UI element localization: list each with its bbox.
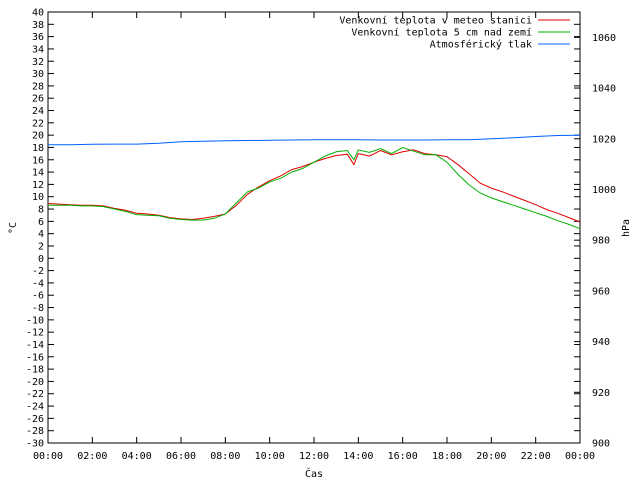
y-tick-label: -26 [26,414,44,425]
x-tick-label: 22:00 [521,451,551,462]
y-tick-label: 38 [32,20,44,31]
y-tick-label: -8 [32,303,44,314]
series-line-2 [48,146,581,230]
x-tick-label: 12:00 [299,451,329,462]
y-tick-label: -4 [32,278,44,289]
y-tick-label: -2 [32,266,44,277]
y2-tick-label: 900 [592,439,610,450]
y-tick-label: 14 [32,168,44,179]
y-tick-label: 6 [38,217,44,228]
y-tick-label: -20 [26,377,44,388]
x-tick-label: 04:00 [122,451,152,462]
y-tick-label: 4 [38,229,44,240]
y-tick-label: -18 [26,365,44,376]
x-tick-label: 20:00 [476,451,506,462]
x-tick-label: 08:00 [210,451,240,462]
y-tick-label: 30 [32,69,44,80]
y2-tick-label: 1020 [592,134,616,145]
legend-label: Venkovní teplota v meteo stanici [339,15,532,27]
y-tick-label: 0 [38,254,44,265]
y2-tick-label: 1000 [592,185,616,196]
y-tick-label: 34 [32,44,44,55]
series-line-3 [48,134,581,146]
y-tick-label: 22 [32,118,44,129]
y-tick-label: 32 [32,57,44,68]
y-tick-label: 26 [32,94,44,105]
y2-tick-label: 1060 [592,33,616,44]
y-tick-label: -14 [26,340,44,351]
legend: Venkovní teplota v meteo staniciVenkovní… [339,15,570,51]
y-tick-label: 36 [32,32,44,43]
ticks-layer: -30-28-26-24-22-20-18-16-14-12-10-8-6-4-… [26,8,616,463]
y-tick-label: 8 [38,205,44,216]
y2-axis-title: hPa [621,219,632,237]
y2-tick-label: 940 [592,337,610,348]
y-tick-label: 2 [38,241,44,252]
y2-tick-label: 960 [592,286,610,297]
y-tick-label: -30 [26,439,44,450]
legend-label: Venkovní teplota 5 cm nad zemí [351,27,532,39]
y-tick-label: 40 [32,8,44,19]
y2-tick-label: 1040 [592,84,616,95]
y-tick-label: -12 [26,328,44,339]
plot-frame [47,11,581,444]
y-tick-label: 24 [32,106,44,117]
x-tick-label: 00:00 [33,451,63,462]
y2-tick-label: 920 [592,388,610,399]
x-tick-label: 10:00 [255,451,285,462]
y-tick-label: 10 [32,192,44,203]
x-tick-label: 16:00 [388,451,418,462]
legend-label: Atmosférický tlak [430,39,532,51]
x-tick-label: 00:00 [565,451,595,462]
x-tick-label: 18:00 [432,451,462,462]
x-tick-label: 06:00 [166,451,196,462]
y-tick-label: -6 [32,291,44,302]
x-axis-title: Čas [305,467,323,480]
y2-tick-label: 980 [592,236,610,247]
y-axis-title: °C [8,222,19,234]
y-tick-label: -22 [26,389,44,400]
series-layer [47,134,581,230]
y-tick-label: -10 [26,315,44,326]
y-tick-label: -28 [26,426,44,437]
y-tick-label: 28 [32,81,44,92]
series-line-1 [47,149,581,223]
y-tick-label: 20 [32,131,44,142]
y-tick-label: -24 [26,402,44,413]
x-tick-label: 02:00 [77,451,107,462]
x-tick-label: 14:00 [343,451,373,462]
y-tick-label: 12 [32,180,44,191]
y-tick-label: -16 [26,352,44,363]
y-tick-label: 16 [32,155,44,166]
y-tick-label: 18 [32,143,44,154]
